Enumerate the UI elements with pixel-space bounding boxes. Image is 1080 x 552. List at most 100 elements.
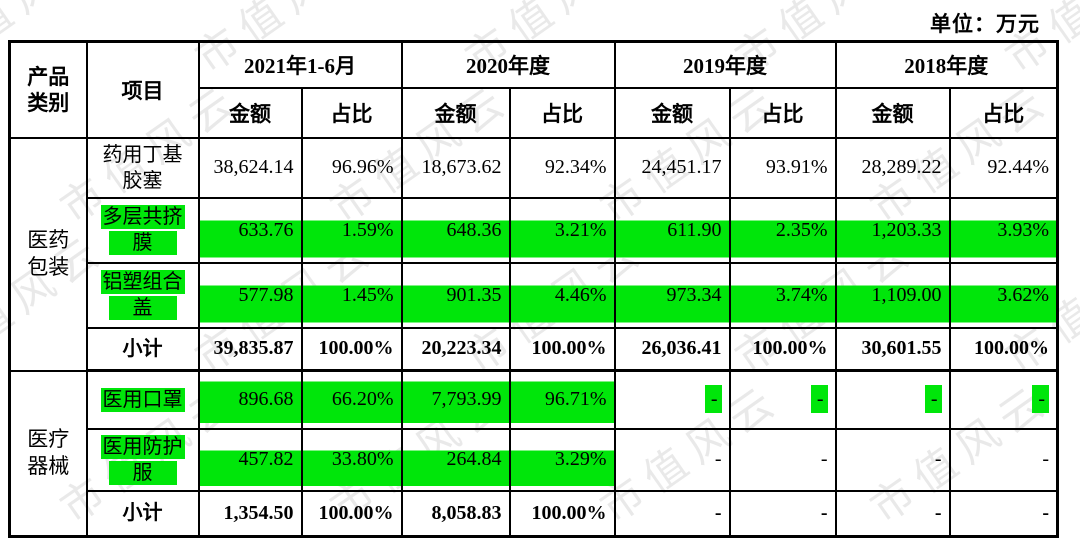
cell-amount: - <box>613 369 731 430</box>
table-row: 小计 39,835.87 100.00% 20,223.34 100.00% 26,036… <box>10 326 1059 372</box>
item-line: 医用口罩 <box>95 387 191 413</box>
item-text: 医用口罩 <box>100 387 185 412</box>
cell-ratio: 1.45% <box>300 261 403 329</box>
cell-amount: 24,451.17 <box>613 136 731 199</box>
cell-ratio: 4.46% <box>508 261 616 329</box>
category-line: 包装 <box>27 255 70 279</box>
table-row: 医用防护服 457.82 33.80% 264.84 3.29% - - - - <box>10 427 1059 492</box>
cell-amount: 26,036.41 <box>613 326 731 372</box>
header-period-2: 2019年度 <box>613 40 837 89</box>
cell-amount: - <box>834 489 951 538</box>
item-line: 膜 <box>95 230 191 256</box>
item-text: 小计 <box>122 337 163 360</box>
cell-ratio: 33.80% <box>300 427 403 492</box>
header-product-category: 产品 类别 <box>8 40 88 139</box>
cell-ratio: 66.20% <box>300 369 403 430</box>
cell-amount: 264.84 <box>400 427 511 492</box>
header-period-3: 2018年度 <box>834 40 1059 89</box>
cell-ratio: 100.00% <box>508 489 616 538</box>
header-period-0: 2021年1-6月 <box>197 40 403 89</box>
cell-amount: 577.98 <box>197 261 303 329</box>
cell-ratio: 93.91% <box>728 136 837 199</box>
cell-amount: 648.36 <box>400 196 511 264</box>
cell-ratio: 100.00% <box>728 326 837 372</box>
cell-amount: 633.76 <box>197 196 303 264</box>
item-cell: 小计 <box>85 489 200 538</box>
item-line: 多层共挤 <box>95 204 191 230</box>
item-text: 医用防护 <box>100 434 185 459</box>
table-row: 医药 包装 药用丁基 胶塞 38,624.14 96.96% 18,673.62 92.34%… <box>8 136 1059 372</box>
cell-ratio: 3.93% <box>948 196 1059 264</box>
cell-amount: 8,058.83 <box>400 489 511 538</box>
header-row-measures: 金额 占比 金额 占比 金额 占比 金额 占比 <box>10 86 1059 139</box>
cell-amount: - <box>613 489 731 538</box>
cell-ratio: 2.35% <box>728 196 837 264</box>
cell-amount: 38,624.14 <box>197 136 303 199</box>
item-text: 服 <box>108 460 177 485</box>
cell-ratio: 92.34% <box>508 136 616 199</box>
item-line: 药用丁基 <box>95 142 191 168</box>
header-product-category-line: 产品 <box>27 64 70 89</box>
cell-ratio: - <box>948 489 1059 538</box>
cell-ratio: 100.00% <box>300 489 403 538</box>
product-revenue-table: 产品 类别 项目 2021年1-6月 2020年度 2019年度 2018年度 金额 占比 金额占… <box>8 40 1059 538</box>
header-ratio-3: 占比 <box>948 86 1059 139</box>
item-cell: 医用防护服 <box>85 427 200 492</box>
item-line: 胶塞 <box>95 168 191 194</box>
cell-amount: 973.34 <box>613 261 731 329</box>
cell-ratio: 92.44% <box>948 136 1059 199</box>
cell-amount: 901.35 <box>400 261 511 329</box>
header-item: 项目 <box>85 40 200 139</box>
item-cell: 铝塑组合盖 <box>85 261 200 329</box>
item-text: 药用丁基 <box>102 143 183 166</box>
item-cell: 药用丁基 胶塞 <box>85 136 200 199</box>
cell-ratio: - <box>728 427 837 492</box>
cell-ratio: 3.74% <box>728 261 837 329</box>
header-amount-1: 金额 <box>400 86 511 139</box>
category-cell: 医疗 器械 <box>8 369 88 538</box>
item-line: 服 <box>95 460 191 486</box>
item-cell: 小计 <box>85 326 200 372</box>
cell-amount: 7,793.99 <box>400 369 511 430</box>
item-line: 铝塑组合 <box>95 269 191 295</box>
table-row: 医疗 器械 医用口罩 896.68 66.20% 7,793.99 96.71% - - - - <box>8 369 1059 538</box>
item-line: 盖 <box>95 295 191 321</box>
cell-amount: 18,673.62 <box>400 136 511 199</box>
dash-highlight: - <box>810 385 828 414</box>
cell-ratio: 96.71% <box>508 369 616 430</box>
item-text: 小计 <box>122 502 163 525</box>
header-amount-3: 金额 <box>834 86 951 139</box>
header-ratio-0: 占比 <box>300 86 403 139</box>
item-cell: 多层共挤膜 <box>85 196 200 264</box>
header-period-1: 2020年度 <box>400 40 616 89</box>
table-row: 多层共挤膜 633.76 1.59% 648.36 3.21% 611.90 2.35% 1,… <box>10 196 1059 264</box>
item-text: 多层共挤 <box>100 205 185 229</box>
cell-ratio: - <box>948 369 1059 430</box>
item-text: 盖 <box>108 296 177 320</box>
header-amount-0: 金额 <box>197 86 303 139</box>
dash-highlight: - <box>704 385 722 414</box>
cell-amount: 611.90 <box>613 196 731 264</box>
cell-ratio: 96.96% <box>300 136 403 199</box>
cell-ratio: 100.00% <box>948 326 1059 372</box>
table-row: 小计 1,354.50 100.00% 8,058.83 100.00% - - - - <box>10 489 1059 538</box>
dash-highlight: - <box>924 385 942 414</box>
cell-amount: - <box>613 427 731 492</box>
cell-ratio: 3.21% <box>508 196 616 264</box>
header-ratio-2: 占比 <box>728 86 837 139</box>
item-line: 小计 <box>95 336 191 362</box>
header-amount-2: 金额 <box>613 86 731 139</box>
cell-ratio: 1.59% <box>300 196 403 264</box>
cell-ratio: - <box>948 427 1059 492</box>
cell-amount: 457.82 <box>197 427 303 492</box>
header-ratio-1: 占比 <box>508 86 616 139</box>
item-line: 小计 <box>95 500 191 526</box>
unit-label: 单位：万元 <box>930 12 1040 36</box>
table-row: 铝塑组合盖 577.98 1.45% 901.35 4.46% 973.34 3.74% 1,… <box>10 261 1059 329</box>
dash-highlight: - <box>1032 385 1049 414</box>
cell-amount: - <box>834 427 951 492</box>
cell-amount: 39,835.87 <box>197 326 303 372</box>
category-line: 医疗 <box>27 426 70 451</box>
cell-amount: 28,289.22 <box>834 136 951 199</box>
cell-ratio: 3.62% <box>948 261 1059 329</box>
